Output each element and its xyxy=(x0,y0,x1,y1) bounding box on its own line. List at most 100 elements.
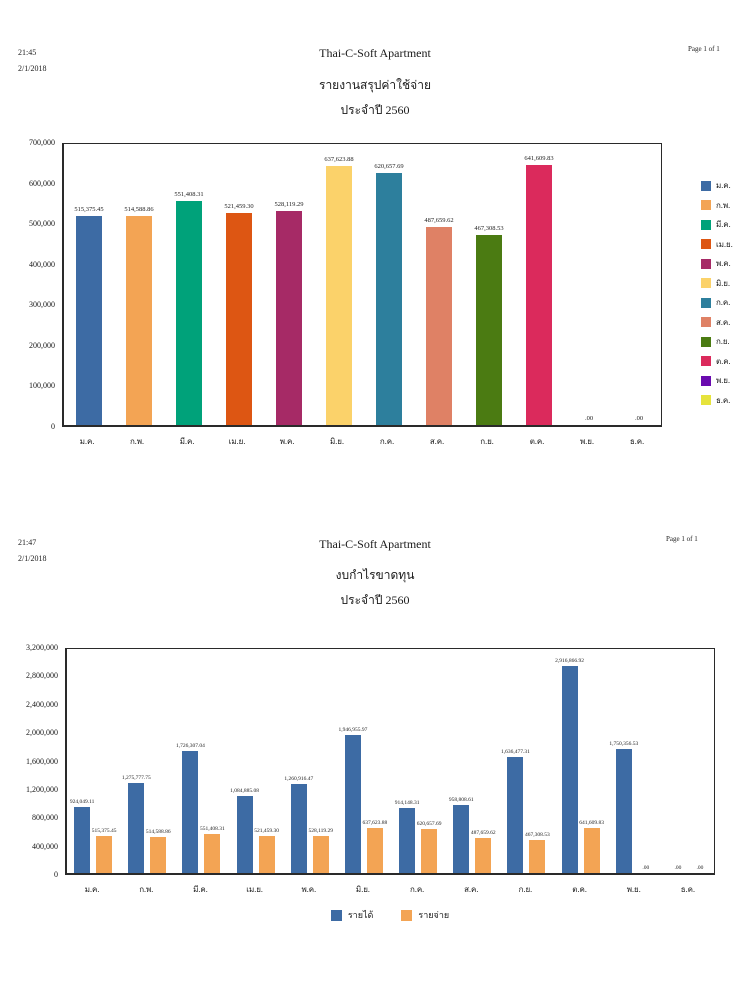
y-tick-label: 500,000 xyxy=(29,219,55,229)
expense-bar xyxy=(476,235,502,425)
expense-bar xyxy=(475,838,492,873)
report1-period: ประจำปี 2560 xyxy=(340,103,410,117)
expense-bar xyxy=(96,836,113,873)
legend-label: ธ.ค. xyxy=(716,395,731,405)
y-tick-label: 300,000 xyxy=(29,300,55,310)
x-tick-label: ก.ย. xyxy=(480,437,494,446)
bar-value-label: 1,275,777.75 xyxy=(121,774,151,781)
x-tick-label: พ.ค. xyxy=(301,885,317,894)
x-tick-label: มิ.ย. xyxy=(355,885,370,894)
legend-label: รายได้ xyxy=(347,910,374,920)
bar-value-label: 528,119.29 xyxy=(308,827,334,834)
x-tick-label: ต.ค. xyxy=(529,437,545,446)
legend-swatch xyxy=(701,258,711,269)
legend-item: ก.ย. xyxy=(701,332,749,352)
expense-bar xyxy=(583,827,600,873)
y-tick-label: 200,000 xyxy=(29,340,55,350)
bar-value-label: 467,308.53 xyxy=(474,225,504,233)
y-tick-label: 3,200,000 xyxy=(26,643,58,652)
report1-subtitle: รายงานสรุปค่าใช้จ่าย xyxy=(319,78,431,92)
legend-swatch xyxy=(701,297,711,308)
x-tick-label: พ.ย. xyxy=(626,885,641,894)
bar-value-label: 514,588.86 xyxy=(124,206,154,214)
bar-value-label: 521,459.30 xyxy=(224,203,254,211)
y-tick-label: 0 xyxy=(54,870,58,879)
report2-date: 2/1/2018 xyxy=(18,554,47,563)
bar-value-label: 637,623.88 xyxy=(362,819,388,826)
income-bar xyxy=(453,805,470,873)
expense-bar xyxy=(258,836,275,873)
income-bar xyxy=(615,748,632,873)
legend-item: มี.ค. xyxy=(701,215,749,235)
expense-bar xyxy=(529,839,546,873)
legend-label: ก.ค. xyxy=(716,298,731,308)
bar-value-label: 620,657.69 xyxy=(374,163,404,171)
legend-item: ต.ค. xyxy=(701,352,749,372)
x-tick-label: ธ.ค. xyxy=(680,885,696,894)
expense-bar xyxy=(312,835,329,873)
income-bar xyxy=(128,782,145,873)
report2-title: Thai-C-Soft Apartment xyxy=(319,537,431,551)
expense-bar xyxy=(426,227,452,425)
bar-value-label: 924,049.11 xyxy=(69,799,95,806)
y-tick-label: 0 xyxy=(51,422,55,431)
legend-label: ม.ค. xyxy=(716,181,731,191)
legend-label: ก.ย. xyxy=(716,337,730,347)
report1-time: 21:45 xyxy=(18,48,37,57)
y-tick-label: 700,000 xyxy=(29,138,55,147)
expense-bar xyxy=(226,213,252,425)
bar-value-label: 515,375.45 xyxy=(74,205,104,213)
y-tick-label: 2,400,000 xyxy=(26,699,58,709)
legend-item: ก.ค. xyxy=(701,293,749,313)
expense-bar xyxy=(276,210,302,425)
bar-value-label: 2,916,866.92 xyxy=(555,658,585,665)
expense-bar xyxy=(376,173,402,425)
pl-chart-legend: รายได้ รายจ่าย xyxy=(65,908,715,922)
legend-label: พ.ค. xyxy=(716,259,731,269)
bar-value-label: 487,659.62 xyxy=(424,217,454,225)
legend-swatch xyxy=(701,375,711,386)
legend-item: ม.ค. xyxy=(701,176,749,196)
expense-bar xyxy=(204,833,221,873)
legend-item: ธ.ค. xyxy=(701,391,749,411)
pl-chart-x-axis: ม.ค. ก.พ. มี.ค. เม.ย. พ.ค. มิ.ย. ก.ค. ส.ค. ก.ย. ต… xyxy=(65,883,715,897)
bar-value-label: 641,609.83 xyxy=(579,819,604,826)
expense-chart-plot: 515,375.45 514,588.86 551,408.31 521,459.30… xyxy=(62,143,662,427)
bar-value-label: 551,408.31 xyxy=(200,825,225,832)
expense-bar xyxy=(126,216,152,425)
y-tick-label: 2,800,000 xyxy=(26,671,58,681)
y-tick-label: 800,000 xyxy=(32,813,58,823)
report1-title: Thai-C-Soft Apartment xyxy=(319,46,431,60)
report2-period: ประจำปี 2560 xyxy=(340,593,410,607)
bar-value-label: 487,659.62 xyxy=(470,830,496,837)
income-bar xyxy=(182,750,199,873)
y-tick-label: 400,000 xyxy=(29,259,55,269)
legend-swatch xyxy=(701,219,711,230)
report1-page-label: Page 1 of 1 xyxy=(688,45,720,53)
expense-bar xyxy=(421,828,438,873)
x-tick-label: มี.ค. xyxy=(179,437,195,446)
legend-label: รายจ่าย xyxy=(418,910,450,920)
expense-bar xyxy=(366,827,383,873)
x-tick-label: ธ.ค. xyxy=(629,437,645,446)
x-tick-label: มิ.ย. xyxy=(330,437,344,446)
legend-item: พ.ย. xyxy=(701,371,749,391)
x-tick-label: ก.ค. xyxy=(379,437,395,446)
y-tick-label: 600,000 xyxy=(29,178,55,188)
y-tick-label: 100,000 xyxy=(29,381,55,391)
legend-item: รายได้ xyxy=(330,908,374,922)
bar-value-label: 515,375.45 xyxy=(91,828,117,835)
x-tick-label: เม.ย. xyxy=(246,885,263,894)
income-bar xyxy=(399,808,416,873)
x-tick-label: ก.ย. xyxy=(518,885,533,894)
legend-swatch xyxy=(701,336,711,347)
expense-bar xyxy=(326,166,352,425)
x-tick-label: ก.พ. xyxy=(139,885,154,894)
legend-item: ส.ค. xyxy=(701,313,749,333)
report2-subtitle: งบกำไรขาดทุน xyxy=(335,568,415,582)
x-tick-label: เม.ย. xyxy=(228,437,246,446)
x-tick-label: มี.ค. xyxy=(193,885,208,894)
y-tick-label: 400,000 xyxy=(32,841,58,851)
legend-swatch xyxy=(701,317,711,328)
y-tick-label: 2,000,000 xyxy=(26,728,58,738)
